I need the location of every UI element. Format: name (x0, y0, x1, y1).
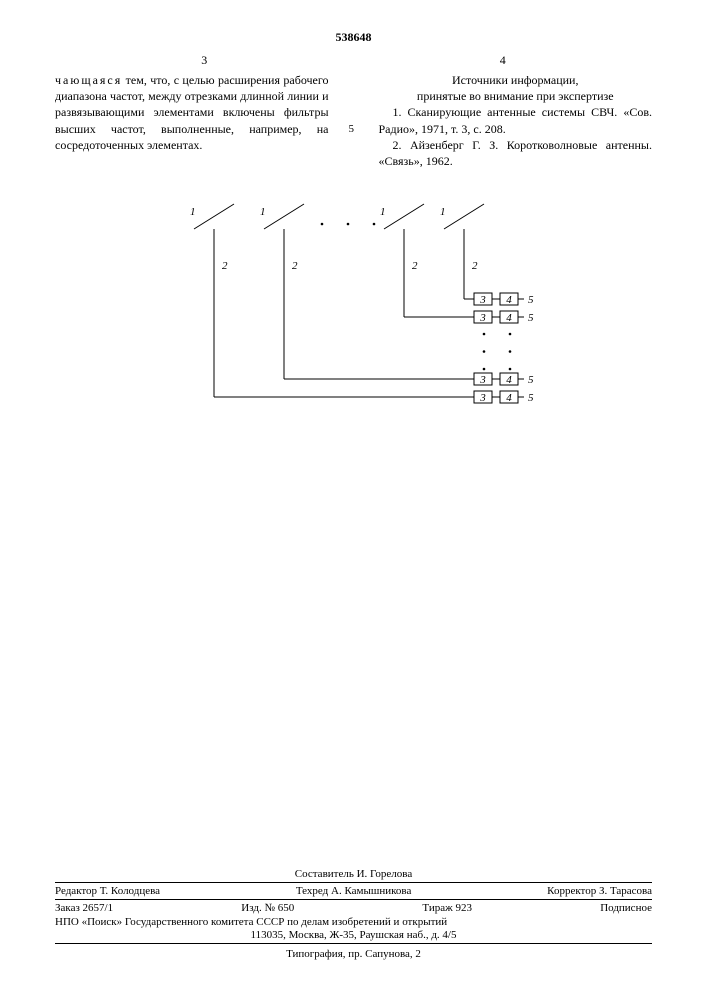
text-columns: чающаяся тем, что, с целью расширения ра… (55, 72, 652, 169)
addr: 113035, Москва, Ж-35, Раушская наб., д. … (55, 929, 652, 941)
svg-text:5: 5 (528, 374, 534, 386)
page-numbers: 3 4 (55, 53, 652, 68)
refs-heading: Источники информации, (379, 72, 653, 88)
schematic-diagram: 1 1 1 1 2 2 2 2 3 4 5 3 4 5 3 4 5 3 4 5 (174, 199, 534, 409)
org: НПО «Поиск» Государственного комитета СС… (55, 916, 652, 928)
svg-text:4: 4 (506, 294, 512, 306)
svg-text:4: 4 (506, 392, 512, 404)
svg-text:2: 2 (472, 260, 478, 272)
ref-2: 2. Айзенберг Г. З. Коротковолновые антен… (379, 137, 653, 169)
page-num-right: 4 (354, 53, 653, 68)
svg-text:3: 3 (479, 312, 486, 324)
svg-text:5: 5 (528, 392, 534, 404)
ref-1: 1. Сканирующие антенные системы СВЧ. «Со… (379, 104, 653, 136)
editor: Редактор Т. Колодцева (55, 885, 160, 897)
svg-text:2: 2 (222, 260, 228, 272)
svg-text:5: 5 (528, 294, 534, 306)
svg-text:4: 4 (506, 374, 512, 386)
izd: Изд. № 650 (241, 902, 294, 914)
svg-text:3: 3 (479, 374, 486, 386)
footer: Составитель И. Горелова Редактор Т. Коло… (55, 868, 652, 960)
svg-text:4: 4 (506, 312, 512, 324)
compiler: Составитель И. Горелова (55, 868, 652, 880)
left-spaced: чающаяся (55, 73, 122, 87)
svg-text:3: 3 (479, 294, 486, 306)
svg-text:2: 2 (412, 260, 418, 272)
doc-number: 538648 (55, 30, 652, 45)
order: Заказ 2657/1 (55, 902, 113, 914)
refs-sub: принятые во внимание при экспертизе (379, 88, 653, 104)
svg-text:1: 1 (440, 206, 446, 218)
svg-text:3: 3 (479, 392, 486, 404)
tirazh: Тираж 923 (422, 902, 472, 914)
line-marker-5: 5 (349, 122, 355, 137)
svg-text:2: 2 (292, 260, 298, 272)
svg-text:1: 1 (190, 206, 196, 218)
svg-text:1: 1 (260, 206, 266, 218)
svg-text:1: 1 (380, 206, 386, 218)
page-num-left: 3 (55, 53, 354, 68)
print: Типография, пр. Сапунова, 2 (55, 948, 652, 960)
left-column: чающаяся тем, что, с целью расширения ра… (55, 72, 329, 169)
podpisnoe: Подписное (600, 902, 652, 914)
svg-text:5: 5 (528, 312, 534, 324)
corrector: Корректор З. Тарасова (547, 885, 652, 897)
right-column: Источники информации, принятые во вниман… (379, 72, 653, 169)
tech: Техред А. Камышникова (296, 885, 411, 897)
